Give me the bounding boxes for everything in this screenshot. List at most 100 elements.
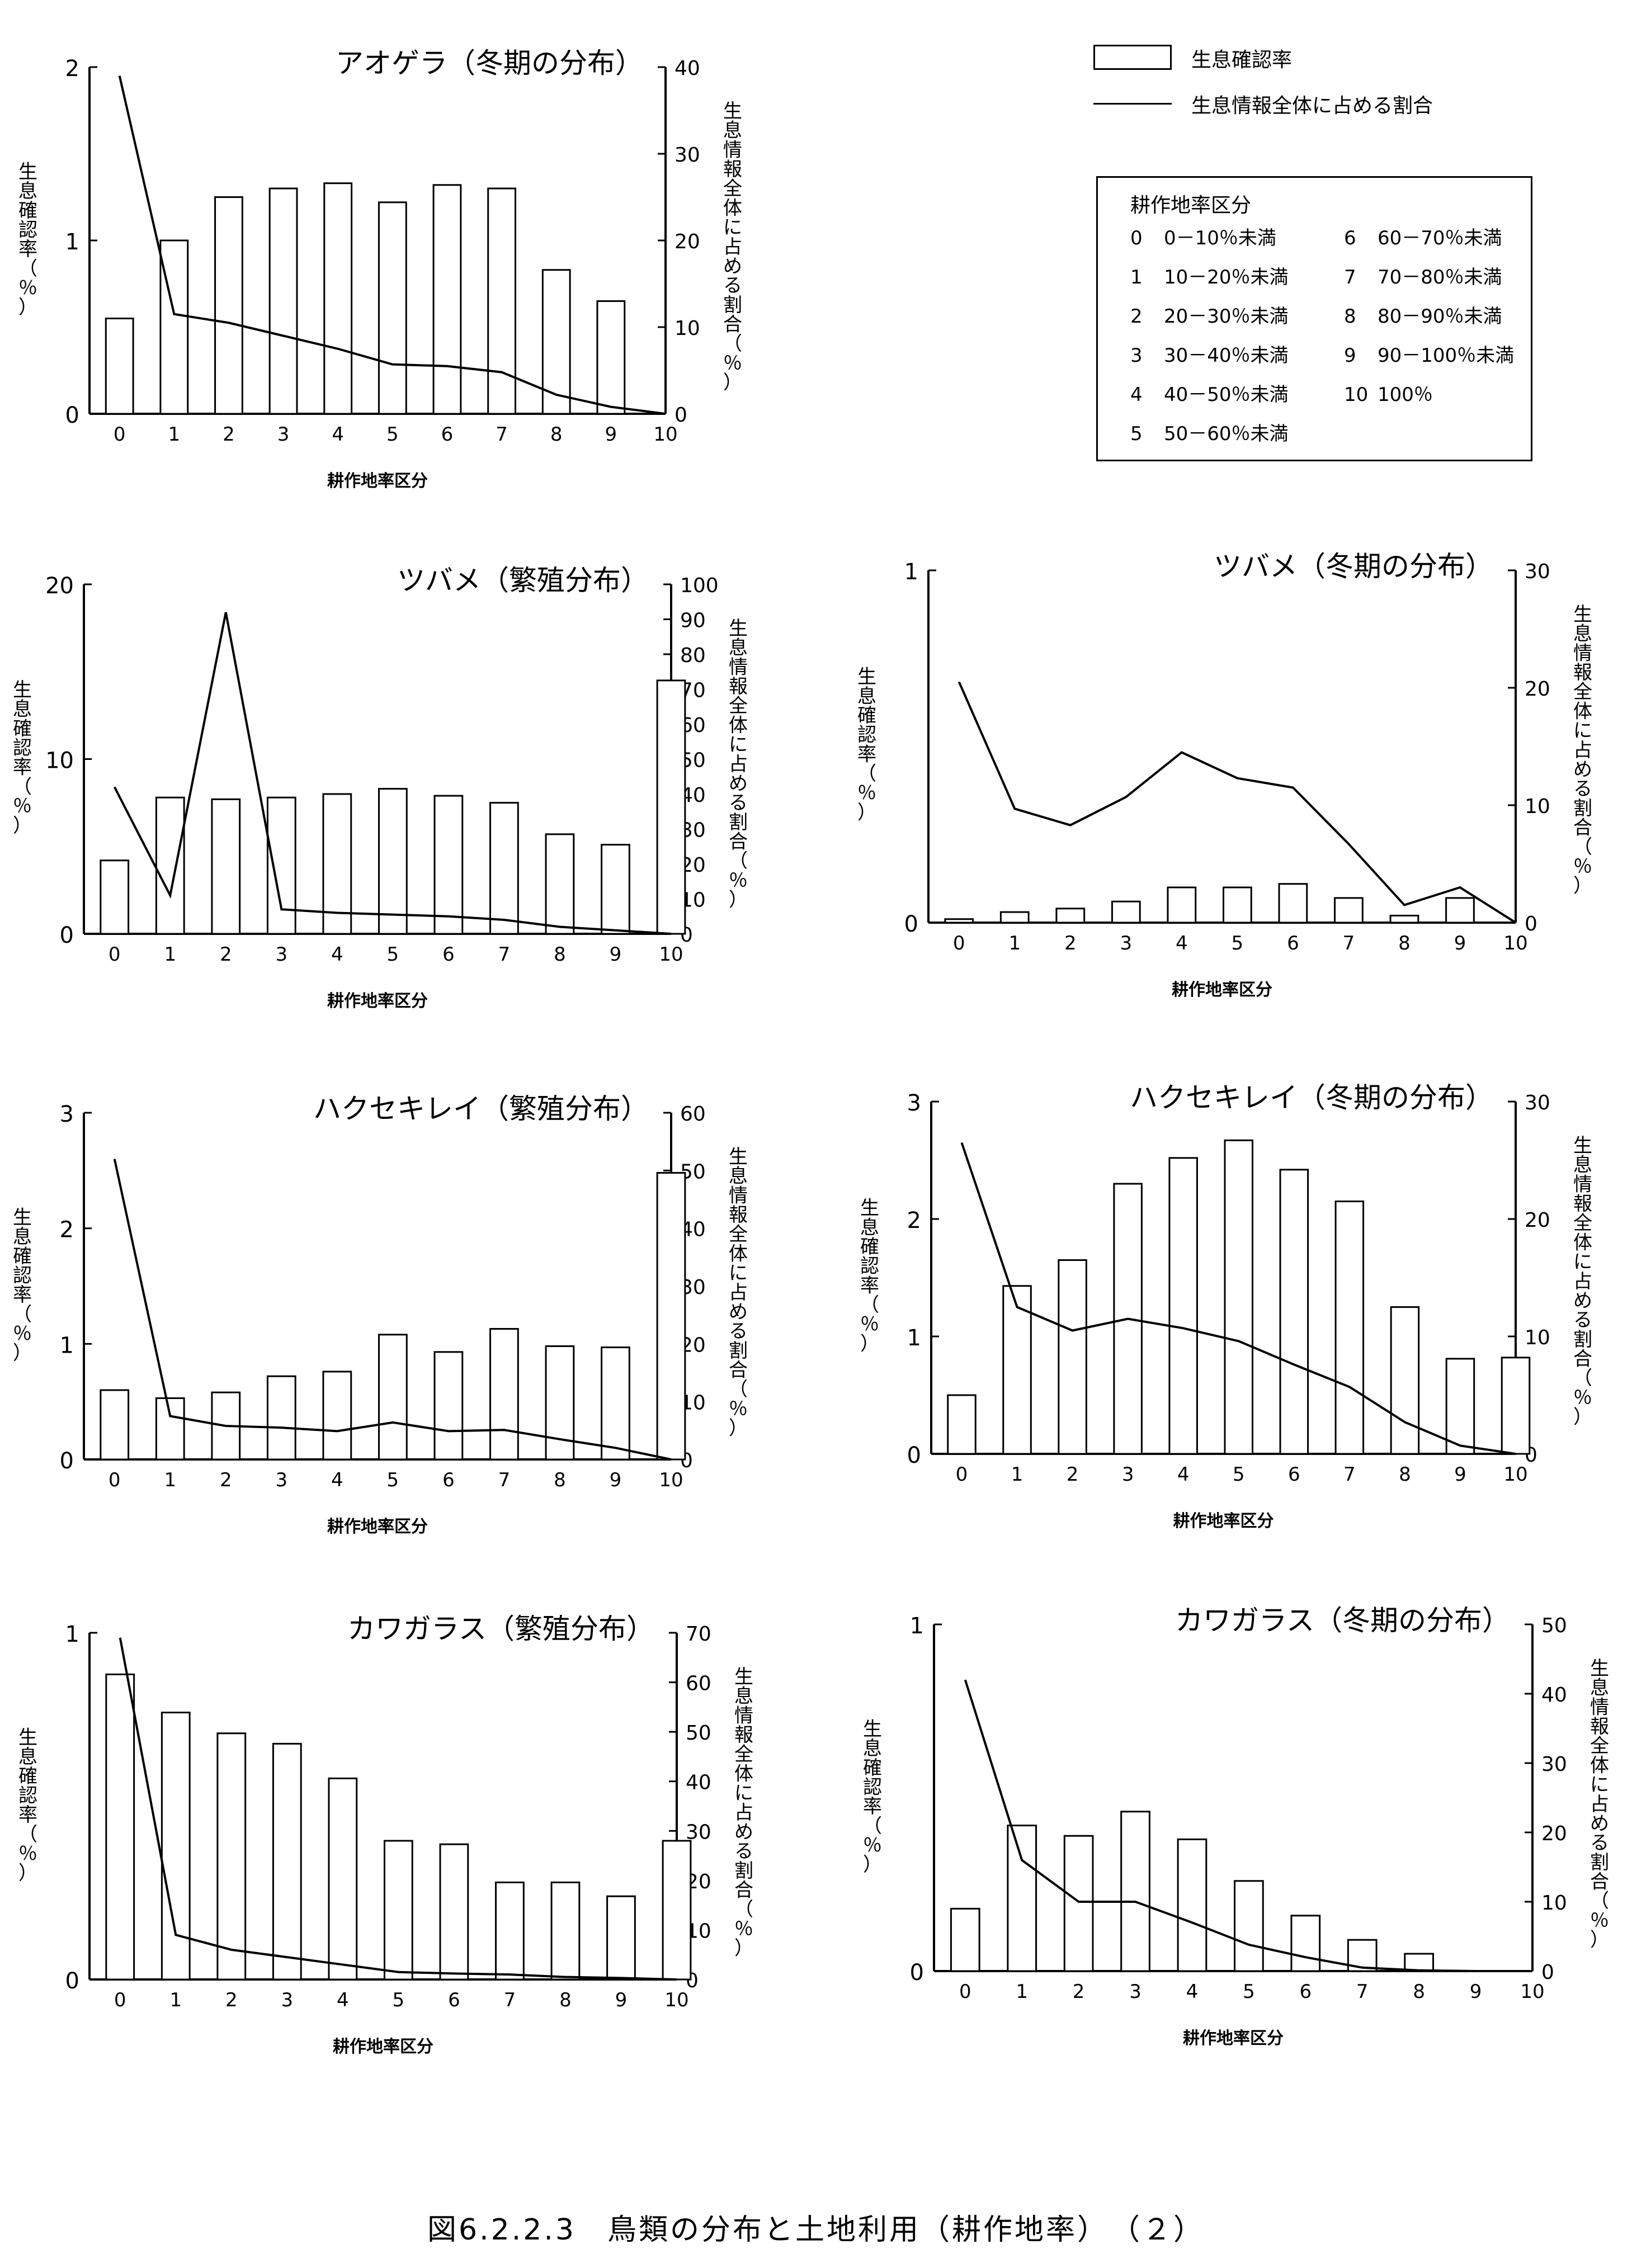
- x-tick-label: 8: [1398, 932, 1411, 955]
- y-tick-label: 2: [907, 1208, 921, 1234]
- bar: [1168, 1157, 1198, 1455]
- category-code: 9: [1344, 344, 1356, 367]
- bar: [161, 1712, 191, 1981]
- axis-label-char: 合: [729, 830, 748, 853]
- x-axis-label: 耕作地率区分: [327, 471, 428, 491]
- bar: [596, 300, 626, 415]
- axis-label-char: ）: [1590, 1929, 1609, 1952]
- axis-label-char: 全: [734, 1743, 753, 1766]
- x-tick-label: 7: [498, 1469, 511, 1491]
- line-series: [964, 1679, 1532, 1972]
- axis-label-char: 息: [729, 637, 748, 659]
- x-tick-label: 4: [332, 423, 344, 446]
- y2-tick-label: 10: [1525, 1326, 1550, 1349]
- x-tick-label: 7: [1356, 1981, 1369, 2003]
- chart-title: カワガラス（冬期の分布）: [1175, 1604, 1510, 1637]
- x-tick-label: 6: [448, 1989, 460, 2011]
- chart-title: カワガラス（繁殖分布）: [347, 1613, 654, 1645]
- axis-label-char: に: [729, 734, 748, 756]
- category-label: 80－90％未満: [1378, 305, 1502, 328]
- x-tick-label: 9: [605, 423, 617, 446]
- bar: [214, 196, 243, 415]
- x-tick-label: 6: [442, 1469, 455, 1491]
- y2-axis-label: 生息情報全体に占める割合（％）: [729, 617, 748, 911]
- axis-label-char: 情: [1573, 642, 1592, 664]
- bar: [155, 1397, 185, 1461]
- line-series: [113, 1159, 672, 1461]
- bar: [662, 1840, 692, 1981]
- axis-label-char: 息: [1573, 623, 1592, 645]
- bar: [272, 1742, 302, 1981]
- x-tick-label: 10: [664, 1989, 688, 2011]
- axis-label-char: （: [734, 1898, 753, 1921]
- y-tick-label: 1: [65, 1622, 79, 1647]
- axis-label-char: ）: [729, 889, 748, 911]
- y2-tick-label: 0: [1525, 913, 1537, 935]
- figure-caption: 図6.2.2.3 鳥類の分布と土地利用（耕作地率） （２）: [427, 2213, 1205, 2247]
- x-tick-label: 0: [109, 943, 121, 966]
- axis-label-char: 認: [13, 1264, 32, 1287]
- axis-label-char: 割: [723, 294, 742, 316]
- bar: [545, 833, 575, 935]
- axis-label-char: め: [729, 1301, 748, 1323]
- y-tick-label: 0: [907, 1443, 921, 1468]
- axis-label-char: る: [1573, 778, 1592, 800]
- line-series: [119, 1637, 677, 1981]
- axis-label-char: 割: [729, 811, 748, 834]
- axis-label-char: 報: [729, 1204, 748, 1226]
- x-tick-label: 8: [554, 943, 566, 966]
- category-label: 100％: [1378, 384, 1433, 406]
- axis-label-char: 全: [1573, 681, 1592, 703]
- bar: [1334, 1201, 1365, 1455]
- y-tick-label: 2: [65, 56, 79, 82]
- x-tick-label: 2: [220, 943, 232, 966]
- category-entry: 5 50－60％未満: [1130, 418, 1289, 446]
- bar: [266, 1375, 296, 1461]
- axis-label-char: 全: [1573, 1212, 1592, 1235]
- axis-label-char: に: [1573, 1251, 1592, 1273]
- x-tick-label: 5: [1243, 1981, 1255, 2003]
- bar: [601, 844, 630, 935]
- category-legend-title: 耕作地率区分: [1130, 194, 1252, 217]
- bar: [378, 1334, 408, 1461]
- axis-label-char: ％: [1590, 1910, 1609, 1932]
- x-tick-label: 10: [653, 423, 677, 446]
- chart-title: ハクセキレイ（冬期の分布）: [1130, 1081, 1493, 1114]
- bar: [1501, 1357, 1531, 1455]
- bar: [1334, 897, 1364, 924]
- y-tick-label: 0: [60, 1448, 74, 1474]
- category-label: 0－10％未満: [1164, 227, 1276, 249]
- y2-tick-label: 0: [675, 404, 687, 427]
- axis-label-char: 全: [723, 178, 742, 200]
- category-label: 40－50％未満: [1164, 384, 1289, 406]
- axis-label-char: ％: [1573, 856, 1592, 878]
- bar: [105, 318, 134, 415]
- bar: [656, 1171, 686, 1461]
- y2-tick-label: 60: [686, 1672, 711, 1695]
- line-series: [113, 612, 672, 935]
- x-tick-label: 7: [1343, 1463, 1356, 1486]
- axis-label-char: 息: [857, 685, 876, 707]
- axis-label-char: ）: [860, 1333, 879, 1355]
- y-tick-label: 20: [45, 573, 74, 599]
- x-tick-label: 10: [1503, 1463, 1527, 1486]
- bar: [1279, 1169, 1309, 1455]
- axis-label-char: 認: [863, 1776, 882, 1798]
- legend-bar-swatch: [1093, 45, 1172, 70]
- axis-label-char: 占: [1590, 1793, 1609, 1816]
- x-tick-label: 1: [1016, 1981, 1028, 2003]
- legend-line-label: 生息情報全体に占める割合: [1191, 94, 1433, 117]
- chart-title: ツバメ（繁殖分布）: [397, 564, 649, 597]
- bar: [606, 1895, 636, 1981]
- legend-line-swatch: [1093, 103, 1172, 105]
- x-axis-label: 耕作地率区分: [1183, 2029, 1284, 2048]
- bar: [100, 859, 130, 935]
- y2-tick-label: 70: [686, 1623, 711, 1646]
- x-tick-label: 4: [1186, 1981, 1199, 2003]
- category-label: 50－60％未満: [1164, 423, 1289, 445]
- x-tick-label: 6: [1288, 1463, 1300, 1486]
- bar: [947, 1394, 977, 1455]
- x-tick-label: 10: [659, 943, 683, 966]
- bar: [656, 679, 686, 935]
- bar: [155, 796, 185, 935]
